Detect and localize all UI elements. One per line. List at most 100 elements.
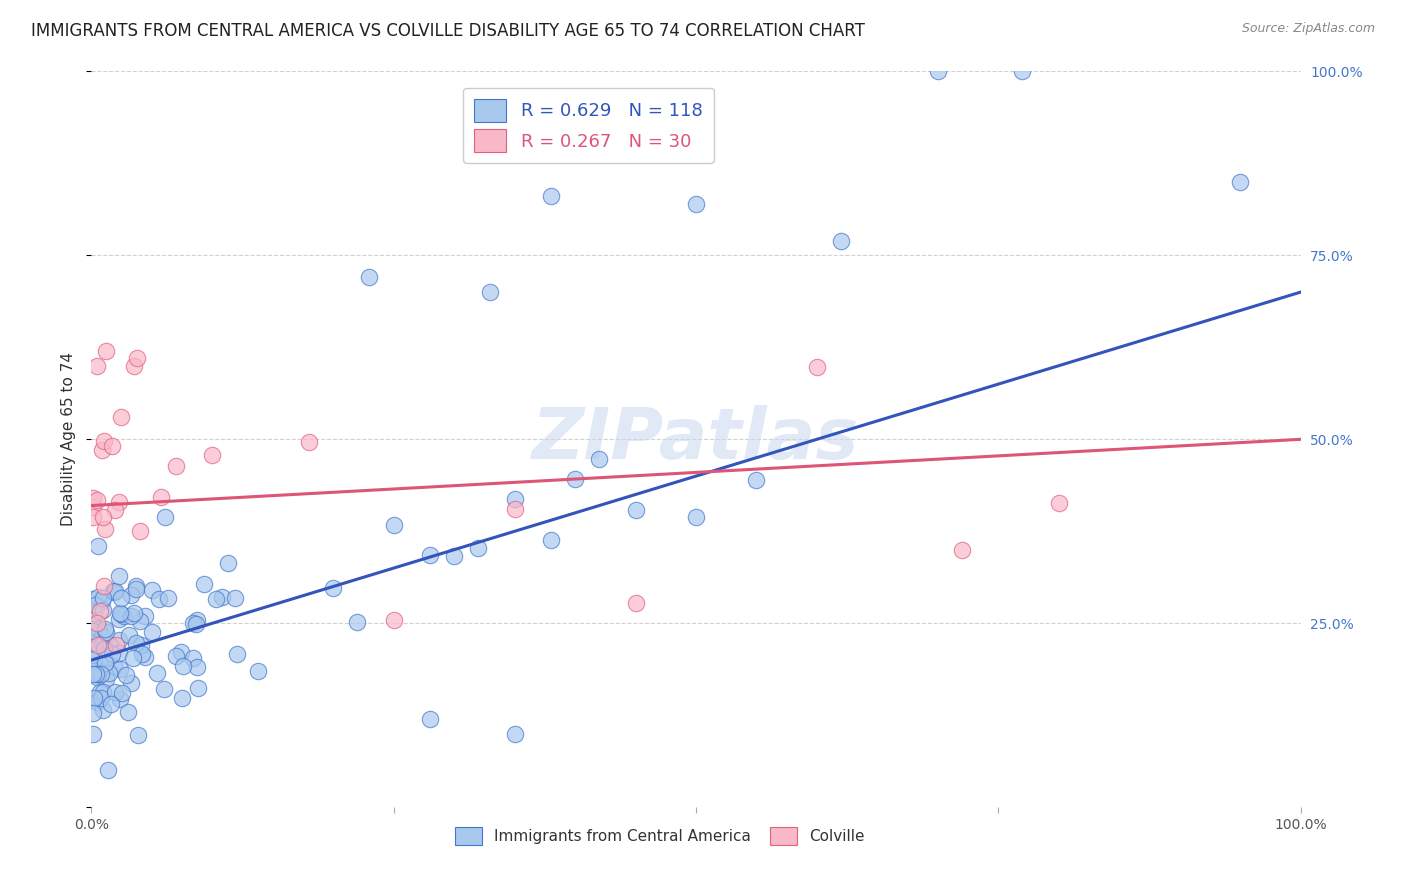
Point [104, 639, 127, 653]
Point [87, 667, 110, 681]
Point [322, 581, 344, 595]
Point [181, 651, 204, 665]
Point [98, 638, 121, 652]
Point [128, 524, 150, 538]
Point [87, 621, 110, 635]
Point [503, 502, 526, 516]
Point [127, 351, 149, 366]
Point [298, 435, 321, 450]
Point [82, 624, 104, 638]
Point [97, 666, 120, 681]
Point [89, 684, 111, 698]
Point [93, 579, 115, 593]
Point [86, 493, 108, 508]
Point [103, 585, 125, 599]
Point [129, 614, 152, 628]
Point [97, 764, 120, 778]
Point [86, 663, 108, 677]
Point [121, 651, 143, 665]
Point [91, 685, 114, 699]
Point [84, 637, 107, 651]
Point [108, 691, 131, 706]
Point [204, 591, 226, 606]
Point [110, 410, 132, 425]
Legend: Immigrants from Central America, Colville: Immigrants from Central America, Colvill… [449, 822, 870, 851]
Point [87, 539, 110, 553]
Point [503, 491, 526, 506]
Point [86, 670, 108, 684]
Point [124, 606, 146, 620]
Point [108, 612, 131, 626]
Point [82, 500, 104, 514]
Point [806, 360, 828, 375]
Point [111, 686, 134, 700]
Point [108, 662, 131, 676]
Point [346, 615, 368, 629]
Point [82, 648, 104, 662]
Point [117, 628, 139, 642]
Point [134, 609, 156, 624]
Point [86, 695, 108, 709]
Point [184, 617, 207, 632]
Point [141, 624, 163, 639]
Point [86, 359, 108, 373]
Point [165, 648, 187, 663]
Point [359, 270, 381, 285]
Point [86, 661, 108, 675]
Point [103, 659, 125, 673]
Point [91, 603, 114, 617]
Point [122, 359, 145, 373]
Point [950, 543, 973, 558]
Point [467, 541, 489, 555]
Point [1011, 64, 1033, 78]
Point [624, 596, 647, 610]
Point [91, 593, 114, 607]
Point [94, 673, 117, 687]
Point [419, 712, 441, 726]
Point [134, 650, 156, 665]
Point [120, 589, 142, 603]
Point [125, 582, 148, 596]
Point [1047, 496, 1070, 510]
Point [107, 646, 129, 660]
Point [830, 234, 852, 248]
Point [108, 606, 131, 620]
Point [91, 591, 114, 605]
Point [110, 607, 132, 621]
Point [127, 728, 149, 742]
Point [82, 631, 104, 645]
Point [503, 726, 526, 740]
Point [382, 518, 405, 533]
Point [93, 434, 115, 448]
Point [90, 630, 112, 644]
Point [82, 726, 104, 740]
Point [685, 510, 707, 524]
Point [82, 706, 104, 721]
Point [624, 502, 647, 516]
Text: ZIPatlas: ZIPatlas [533, 405, 859, 474]
Point [685, 197, 707, 211]
Point [247, 665, 270, 679]
Point [90, 690, 112, 705]
Point [120, 675, 142, 690]
Point [83, 690, 105, 705]
Point [1229, 175, 1251, 189]
Point [89, 604, 111, 618]
Point [141, 583, 163, 598]
Point [172, 659, 194, 673]
Point [82, 667, 104, 681]
Point [120, 608, 142, 623]
Point [108, 633, 131, 648]
Point [201, 448, 224, 462]
Point [108, 569, 131, 583]
Point [82, 592, 104, 607]
Point [112, 609, 135, 624]
Point [131, 638, 153, 652]
Point [104, 685, 127, 699]
Point [443, 549, 465, 563]
Point [540, 189, 562, 203]
Point [186, 660, 208, 674]
Point [94, 522, 117, 536]
Point [104, 583, 127, 598]
Point [90, 442, 112, 457]
